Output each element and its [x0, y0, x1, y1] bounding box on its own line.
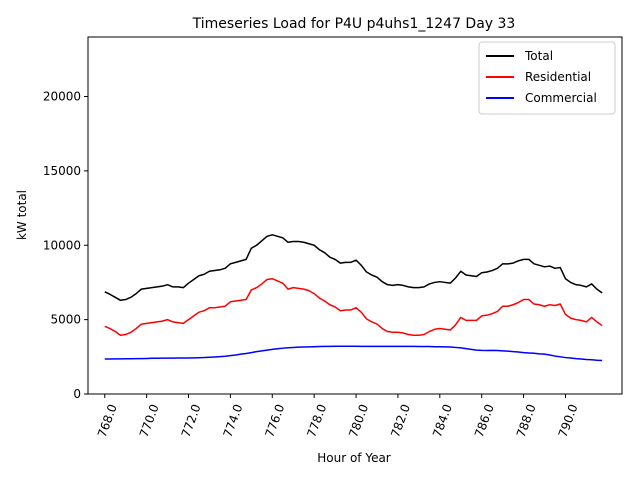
x-tick-label: 778.0: [304, 402, 329, 439]
x-tick-label: 786.0: [472, 402, 497, 439]
x-tick-label: 790.0: [556, 402, 581, 439]
y-axis: 0 5000 10000 15000 20000: [43, 90, 88, 401]
legend-box: [478, 41, 616, 115]
plot-frame: [87, 36, 623, 395]
y-tick-label: 15000: [43, 164, 81, 178]
y-tick-label: 0: [73, 387, 81, 401]
x-tick-label: 784.0: [430, 402, 455, 439]
series-line-commercial: [104, 345, 603, 362]
legend: Total Residential Commercial: [478, 41, 616, 115]
chart-title: Timeseries Load for P4U p4uhs1_1247 Day …: [192, 16, 516, 32]
x-tick-label: 772.0: [179, 402, 204, 439]
x-axis: 768.0 770.0 772.0 774.0 776.0 778.0 780.0 782.0…: [95, 394, 581, 439]
y-axis-title: kW total: [15, 190, 29, 240]
x-tick-label: 788.0: [514, 402, 539, 439]
legend-label-commercial: Commercial: [525, 91, 597, 105]
x-tick-label: 782.0: [388, 402, 413, 439]
x-tick-label: 768.0: [95, 402, 120, 439]
x-tick-label: 780.0: [346, 402, 371, 439]
series-line-total: [104, 234, 603, 302]
x-axis-title: Hour of Year: [317, 451, 391, 465]
x-tick-label: 774.0: [221, 402, 246, 439]
y-tick-label: 20000: [43, 90, 81, 104]
y-tick-label: 10000: [43, 238, 81, 252]
y-tick-label: 5000: [50, 313, 81, 327]
x-tick-label: 776.0: [262, 402, 287, 439]
legend-label-total: Total: [524, 49, 553, 63]
plot-lines: [104, 234, 603, 362]
x-tick-label: 770.0: [137, 402, 162, 439]
series-line-residential: [104, 277, 603, 336]
legend-label-residential: Residential: [525, 70, 591, 84]
